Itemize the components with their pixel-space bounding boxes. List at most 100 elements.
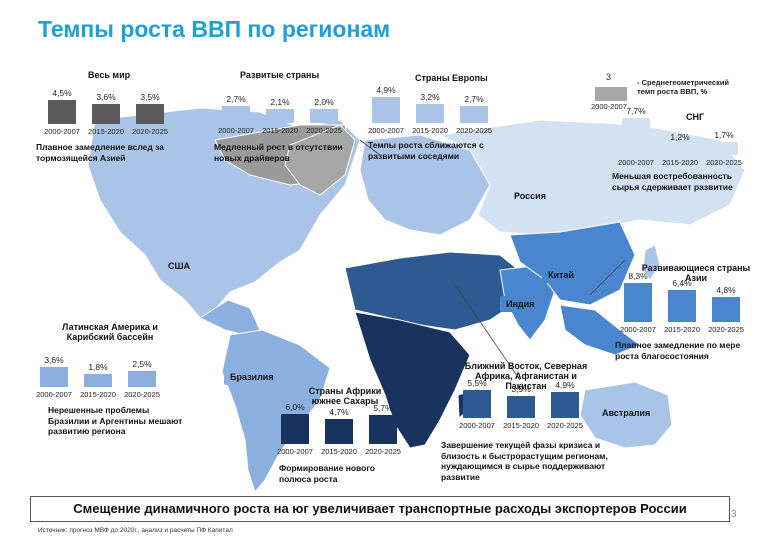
bar-value-label: 2,7% (226, 94, 246, 105)
bar-mena-2 (551, 392, 579, 418)
legend-sample-period: 2000-2007 (591, 102, 627, 111)
chart-note-mena: Завершение текущей фазы кризиса и близос… (441, 440, 608, 482)
chart-note-developing-asia: Плавное замедление по мере роста благосо… (615, 340, 741, 361)
bar-value-label: 3,5% (140, 92, 160, 103)
chart-title-europe: Страны Европы (415, 73, 488, 83)
bar-value-label: 2,0% (314, 97, 334, 108)
bar-category-label: 2015-2020 (321, 447, 357, 456)
bar-value-label: 4,7% (329, 407, 349, 418)
page-title: Темпы роста ВВП по регионам (38, 16, 391, 42)
chart-note-cis: Меньшая востребованность сырья сдерживае… (612, 171, 733, 192)
bar-cis-2 (710, 142, 738, 155)
chart-note-developed: Медленный рост в отсутствии новых драйве… (214, 142, 343, 163)
bar-category-label: 2020-2025 (306, 126, 342, 135)
source-note: Источник: прогноз МВФ до 2020г., анализ … (38, 527, 233, 534)
bar-ssa-2 (369, 415, 397, 444)
chart-title-ssa: Страны Африки южнее Сахары (308, 386, 382, 406)
bar-category-label: 2015-2020 (503, 421, 539, 430)
bar-value-label: 6,4% (672, 278, 692, 289)
bar-developing-asia-0 (624, 282, 652, 322)
bar-value-label: 4,9% (555, 380, 575, 391)
bar-world-1 (92, 103, 120, 124)
chart-note-europe: Темпы роста сближаются с развитыми сосед… (368, 140, 484, 161)
bar-category-label: 2015-2020 (80, 390, 116, 399)
legend-sample-value: 3 (606, 72, 612, 82)
bar-value-label: 4,8% (716, 284, 736, 295)
bar-category-label: 2015-2020 (664, 325, 700, 334)
bar-cis-1 (666, 144, 694, 155)
bar-category-label: 2000-2007 (44, 127, 80, 136)
bar-value-label: 3,9% (511, 384, 531, 395)
bar-category-label: 2000-2007 (277, 447, 313, 456)
bar-value-label: 3,6% (44, 354, 64, 365)
europe-region (359, 134, 491, 236)
bottom-message: Смещение динамичного роста на юг увеличи… (30, 496, 730, 522)
chart-note-world: Плавное замедление вслед за тормозящейся… (36, 142, 164, 163)
bar-value-label: 4,5% (52, 88, 72, 99)
bar-value-label: 5,5% (467, 378, 487, 389)
bar-europe-2 (460, 106, 488, 123)
bar-category-label: 2000-2007 (36, 390, 72, 399)
bar-category-label: 2020-2025 (547, 421, 583, 430)
ssa-region (354, 311, 471, 449)
bar-category-label: 2015-2020 (662, 158, 698, 167)
bar-value-label: 1,2% (670, 132, 690, 143)
bar-developed-2 (310, 109, 338, 123)
map-label-china: Китай (542, 267, 580, 283)
chart-title-mena: Ближний Восток, Северная Африка, Афганис… (464, 361, 588, 391)
bar-world-0 (48, 100, 76, 124)
japan-region (642, 244, 661, 281)
bar-value-label: 3,6% (96, 91, 116, 102)
chart-note-ssa: Формирование нового полюса роста (279, 463, 375, 484)
bar-europe-1 (416, 104, 444, 123)
connector-line (359, 139, 381, 156)
bar-developed-1 (266, 108, 294, 123)
bar-value-label: 3,2% (420, 92, 440, 103)
se-asia-region (559, 304, 642, 356)
bar-value-label: 1,7% (714, 130, 734, 141)
chart-title-developing-asia: Развивающиеся страны Азии (641, 263, 751, 283)
bar-category-label: 2020-2025 (706, 158, 742, 167)
bar-value-label: 8,3% (628, 270, 648, 281)
bar-category-label: 2020-2025 (456, 126, 492, 135)
map-label-india: Индия (500, 296, 541, 312)
chart-title-developed: Развитые страны (240, 70, 320, 80)
bar-value-label: 2,5% (132, 359, 152, 370)
legend-sample-bar (595, 87, 627, 101)
bar-latam-0 (40, 366, 68, 387)
bar-developed-0 (222, 106, 250, 123)
bar-ssa-0 (281, 414, 309, 444)
bar-value-label: 1,8% (88, 361, 108, 372)
greenland-region (284, 124, 356, 196)
bar-category-label: 2020-2025 (365, 447, 401, 456)
chart-note-latam: Нерешенные проблемы Бразилии и Аргентины… (48, 405, 183, 436)
bar-ssa-1 (325, 419, 353, 444)
bar-value-label: 4,9% (376, 85, 396, 96)
page-number: 3 (731, 509, 737, 520)
bar-category-label: 2015-2020 (412, 126, 448, 135)
bar-world-2 (136, 104, 164, 124)
bar-category-label: 2015-2020 (262, 126, 298, 135)
connector-line (454, 284, 521, 381)
bar-value-label: 5,7% (373, 403, 393, 414)
bar-value-label: 6,0% (285, 402, 305, 413)
bar-value-label: 2,1% (270, 96, 290, 107)
bar-developing-asia-2 (712, 296, 740, 322)
bar-category-label: 2000-2007 (218, 126, 254, 135)
bar-mena-0 (463, 390, 491, 418)
bar-mena-1 (507, 396, 535, 418)
bar-category-label: 2000-2007 (459, 421, 495, 430)
bar-value-label: 7,7% (626, 106, 646, 117)
chart-title-world: Весь мир (88, 70, 131, 80)
bar-europe-0 (372, 97, 400, 123)
bar-category-label: 2000-2007 (618, 158, 654, 167)
china-region (509, 221, 636, 306)
bar-category-label: 2020-2025 (708, 325, 744, 334)
map-label-australia: Австралия (596, 405, 657, 421)
bar-category-label: 2015-2020 (88, 127, 124, 136)
chart-title-latam: Латинская Америка и Карибский бассейн (62, 322, 158, 342)
map-label-russia: Россия (508, 188, 552, 204)
map-label-usa: США (162, 258, 197, 274)
bar-latam-1 (84, 373, 112, 387)
bar-category-label: 2000-2007 (620, 325, 656, 334)
